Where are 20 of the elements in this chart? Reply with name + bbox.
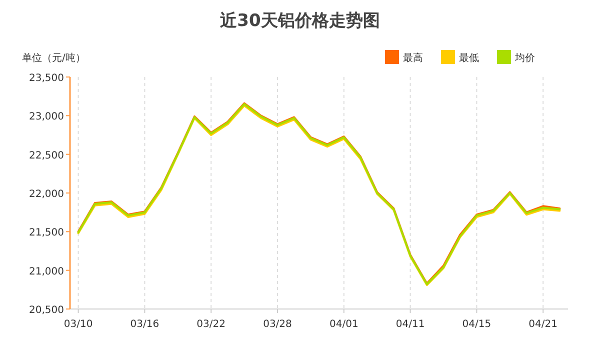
y-axis-title: 单位（元/吨） (22, 52, 86, 64)
legend-label: 最低 (459, 53, 479, 64)
x-tick-label: 04/21 (528, 319, 558, 330)
legend-label: 最高 (403, 52, 423, 64)
y-tick-label: 21,500 (29, 228, 64, 239)
x-tick-label: 04/11 (396, 319, 425, 330)
x-tick-label: 04/01 (329, 319, 358, 330)
y-tick-label: 23,000 (29, 112, 64, 123)
x-tick-label: 03/10 (64, 319, 93, 330)
legend-label: 均价 (514, 52, 535, 64)
y-tick-label: 22,500 (29, 150, 64, 162)
x-tick-label: 03/28 (263, 319, 292, 330)
y-tick-label: 21,000 (29, 266, 64, 278)
y-tick-label: 23,500 (29, 73, 64, 84)
y-tick-label: 22,000 (29, 189, 64, 200)
y-tick-label: 20,500 (29, 305, 64, 316)
chart-title: 近30天铝价格走势图 (219, 11, 380, 31)
x-tick-label: 03/22 (196, 319, 226, 330)
x-tick-label: 04/15 (462, 319, 492, 330)
x-tick-label: 03/16 (130, 319, 160, 330)
